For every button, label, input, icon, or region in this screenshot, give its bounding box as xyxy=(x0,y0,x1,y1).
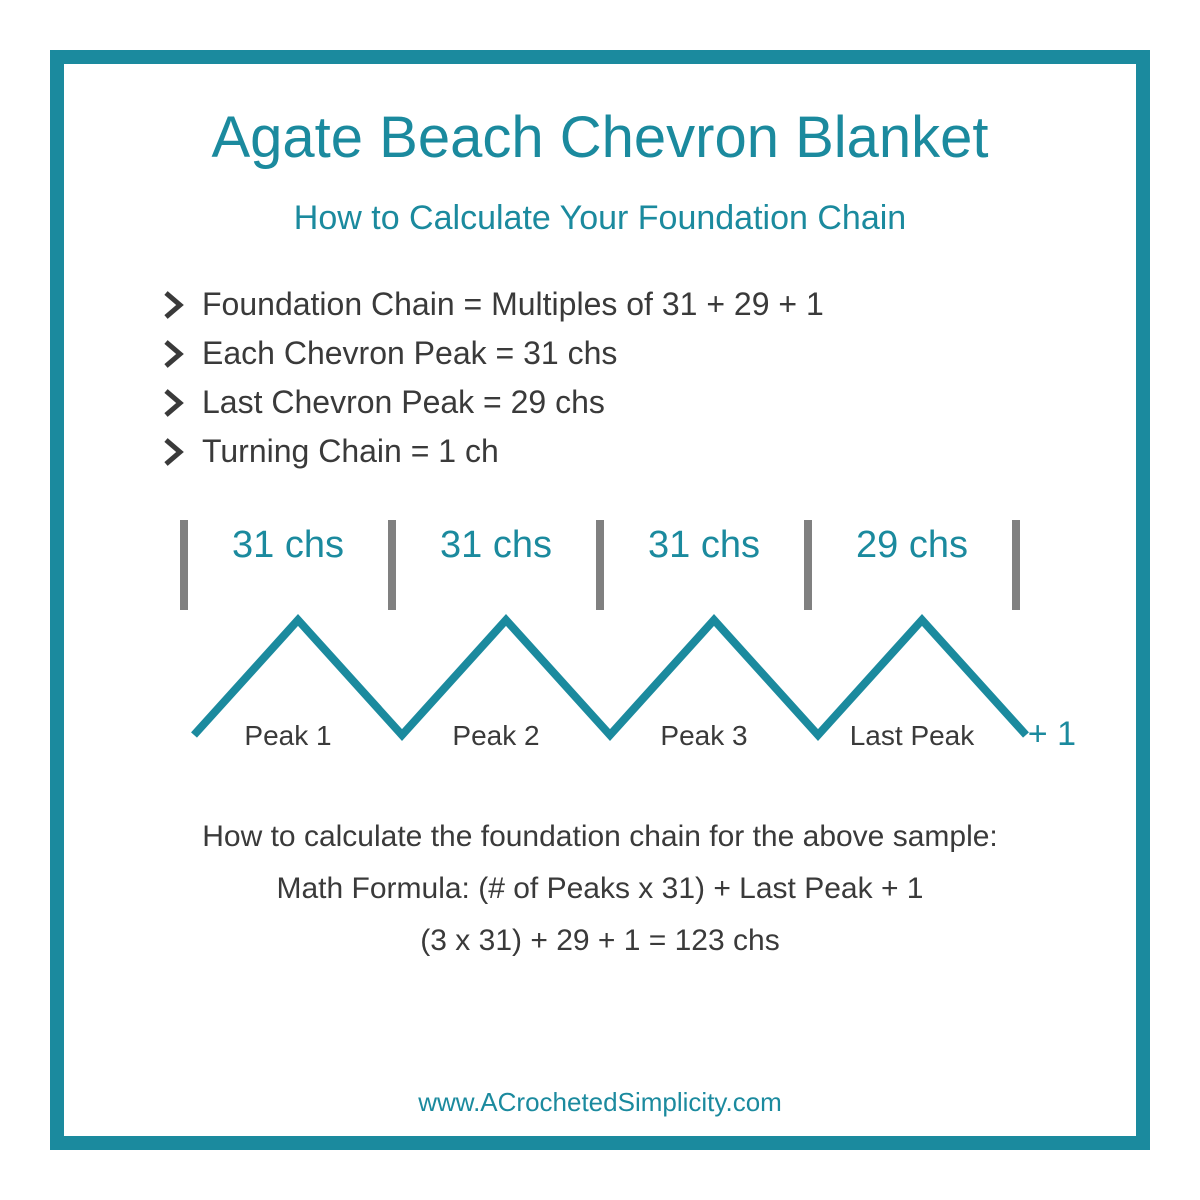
website-url: www.ACrochetedSimplicity.com xyxy=(64,1087,1136,1118)
segment-label: 29 chs xyxy=(812,520,1012,567)
chevron-right-icon xyxy=(164,389,184,417)
main-title: Agate Beach Chevron Blanket xyxy=(114,104,1086,171)
peak-label: Peak 3 xyxy=(600,720,808,752)
bullet-item: Last Chevron Peak = 29 chs xyxy=(164,384,1086,421)
calc-example: (3 x 31) + 29 + 1 = 123 chs xyxy=(114,924,1086,958)
calculation-block: How to calculate the foundation chain fo… xyxy=(114,820,1086,958)
bullet-item: Turning Chain = 1 ch xyxy=(164,433,1086,470)
chevron-diagram: 31 chs 31 chs 31 chs 29 chs Peak 1 Peak … xyxy=(114,520,1086,780)
chevron-right-icon xyxy=(164,340,184,368)
peak-label-row: Peak 1 Peak 2 Peak 3 Last Peak xyxy=(114,720,1086,752)
calc-formula: Math Formula: (# of Peaks x 31) + Last P… xyxy=(114,872,1086,906)
infographic-frame: Agate Beach Chevron Blanket How to Calcu… xyxy=(50,50,1150,1150)
bullet-text: Turning Chain = 1 ch xyxy=(202,433,499,470)
plus-one-label: + 1 xyxy=(1028,715,1076,754)
subtitle: How to Calculate Your Foundation Chain xyxy=(114,199,1086,238)
segment-label: 31 chs xyxy=(604,520,804,567)
divider-bar xyxy=(388,520,396,610)
bullet-item: Foundation Chain = Multiples of 31 + 29 … xyxy=(164,286,1086,323)
segment-label: 31 chs xyxy=(396,520,596,567)
chevron-right-icon xyxy=(164,291,184,319)
bullet-item: Each Chevron Peak = 31 chs xyxy=(164,335,1086,372)
divider-bar xyxy=(804,520,812,610)
chevron-right-icon xyxy=(164,438,184,466)
bullet-list: Foundation Chain = Multiples of 31 + 29 … xyxy=(164,286,1086,470)
peak-label: Last Peak xyxy=(808,720,1016,752)
peak-label: Peak 1 xyxy=(184,720,392,752)
bullet-text: Foundation Chain = Multiples of 31 + 29 … xyxy=(202,286,824,323)
peak-label: Peak 2 xyxy=(392,720,600,752)
divider-bar xyxy=(1012,520,1020,610)
divider-bar xyxy=(180,520,188,610)
calc-intro: How to calculate the foundation chain fo… xyxy=(114,820,1086,854)
bullet-text: Each Chevron Peak = 31 chs xyxy=(202,335,617,372)
bullet-text: Last Chevron Peak = 29 chs xyxy=(202,384,605,421)
segment-label: 31 chs xyxy=(188,520,388,567)
divider-bar xyxy=(596,520,604,610)
segment-row: 31 chs 31 chs 31 chs 29 chs xyxy=(114,520,1086,610)
